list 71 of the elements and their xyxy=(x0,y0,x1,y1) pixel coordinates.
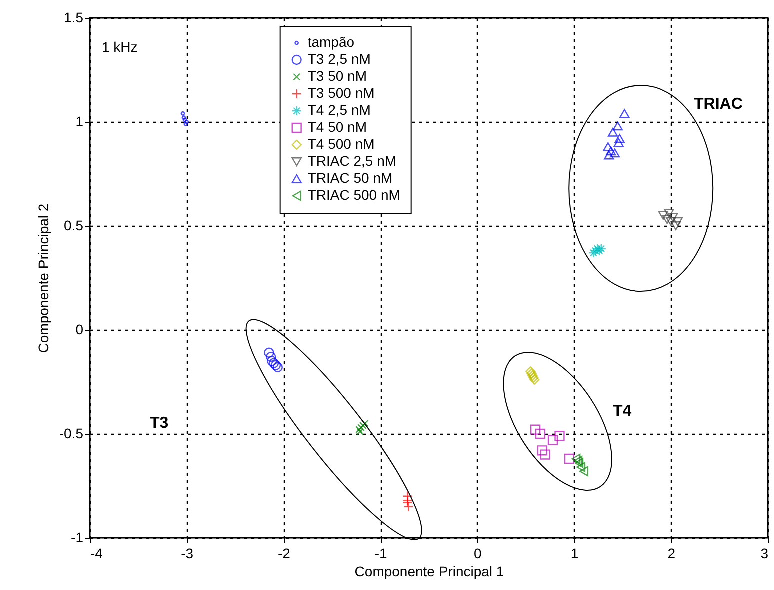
point xyxy=(184,120,190,124)
point xyxy=(612,122,623,131)
legend-label: TRIAC 2,5 nM xyxy=(308,153,397,169)
point xyxy=(554,431,565,442)
point xyxy=(608,128,618,137)
legend-label: T4 500 nM xyxy=(308,136,375,152)
y-tick-label: 1.5 xyxy=(64,10,84,26)
point xyxy=(564,454,575,464)
point xyxy=(182,116,186,120)
annotation: T3 xyxy=(150,415,169,432)
x-tick-label: 2 xyxy=(668,546,676,562)
annotation: T4 xyxy=(613,403,632,420)
point xyxy=(540,450,550,460)
legend-label: T3 500 nM xyxy=(308,85,375,101)
x-tick-label: 3 xyxy=(760,546,769,562)
legend-label: T3 50 nM xyxy=(308,68,367,84)
point xyxy=(266,352,276,362)
point xyxy=(537,446,548,456)
legend-label: T4 2,5 nM xyxy=(308,102,371,118)
y-tick-label: -0.5 xyxy=(59,426,84,442)
y-tick-label: -1 xyxy=(71,530,84,546)
x-tick-label: -2 xyxy=(278,546,291,562)
point xyxy=(402,495,413,506)
point xyxy=(184,122,188,126)
y-tick-label: 0 xyxy=(76,322,84,338)
point xyxy=(272,362,283,373)
point xyxy=(535,428,546,440)
point xyxy=(404,502,414,512)
x-axis-title: Componente Principal 1 xyxy=(354,564,504,580)
x-tick-label: 0 xyxy=(474,546,482,562)
point xyxy=(614,134,625,144)
point xyxy=(603,142,614,152)
y-axis-title: Componente Principal 2 xyxy=(35,204,52,354)
y-tick-label: 0.5 xyxy=(64,218,84,234)
point xyxy=(180,112,186,116)
point xyxy=(264,348,274,358)
point xyxy=(576,462,586,472)
x-tick-label: -4 xyxy=(90,546,104,562)
x-tick-label: -1 xyxy=(374,546,388,562)
point xyxy=(580,466,588,477)
point xyxy=(182,118,188,122)
y-tick-label: 1 xyxy=(76,114,84,130)
legend-label: T3 2,5 nM xyxy=(308,51,371,67)
point xyxy=(574,458,584,468)
point xyxy=(572,454,581,464)
point xyxy=(548,435,558,446)
point xyxy=(596,244,606,254)
point xyxy=(662,215,672,224)
annotation: TRIAC xyxy=(694,96,744,113)
legend-label: T4 50 nM xyxy=(308,119,367,135)
point xyxy=(592,244,603,254)
point xyxy=(620,109,630,118)
point xyxy=(672,217,683,226)
point xyxy=(610,148,620,158)
point xyxy=(606,146,616,156)
point xyxy=(604,150,614,160)
point xyxy=(668,213,678,222)
x-tick-label: 1 xyxy=(570,546,579,562)
legend-label: TRIAC 500 nM xyxy=(308,187,400,203)
point xyxy=(614,138,624,148)
legend-label: tampão xyxy=(308,34,355,50)
annotation: 1 kHz xyxy=(102,39,138,55)
point xyxy=(530,424,541,435)
point xyxy=(574,456,583,466)
point xyxy=(594,246,605,256)
point xyxy=(664,209,674,218)
point xyxy=(666,217,676,226)
point xyxy=(670,222,682,230)
x-tick-label: -3 xyxy=(181,546,194,562)
point xyxy=(658,211,668,220)
legend-label: TRIAC 50 nM xyxy=(308,170,393,186)
